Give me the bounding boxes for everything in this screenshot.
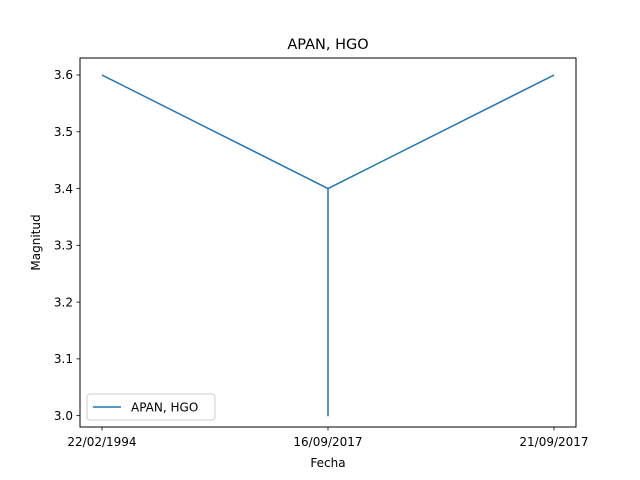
- y-tick-label: 3.1: [54, 352, 73, 366]
- chart-title: APAN, HGO: [287, 37, 368, 53]
- x-axis-ticks: 22/02/1994 16/09/2017 21/09/2017: [67, 427, 589, 449]
- y-tick-label: 3.0: [54, 409, 73, 423]
- x-tick-label: 22/02/1994: [67, 435, 136, 449]
- y-tick-label: 3.3: [54, 239, 73, 253]
- legend: APAN, HGO: [86, 393, 216, 421]
- y-axis-label: Magnitud: [29, 214, 43, 270]
- x-tick-label: 16/09/2017: [293, 435, 362, 449]
- y-axis-ticks: 3.0 3.1 3.2 3.3 3.4 3.5 3.6: [54, 68, 80, 423]
- y-tick-label: 3.6: [54, 68, 73, 82]
- x-axis-label: Fecha: [310, 456, 345, 470]
- legend-box: [86, 393, 216, 421]
- series-layer: [101, 74, 555, 417]
- series-line: [101, 74, 555, 417]
- y-tick-label: 3.2: [54, 295, 73, 309]
- plot-frame: [79, 57, 577, 428]
- y-tick-label: 3.5: [54, 125, 73, 139]
- legend-label: APAN, HGO: [131, 401, 198, 415]
- y-tick-label: 3.4: [54, 182, 73, 196]
- x-tick-label: 21/09/2017: [519, 435, 588, 449]
